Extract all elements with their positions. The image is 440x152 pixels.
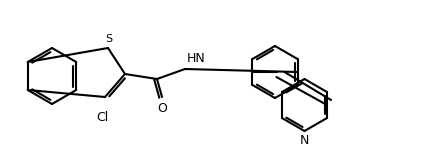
Text: Cl: Cl (96, 111, 108, 124)
Text: O: O (157, 102, 167, 115)
Text: S: S (106, 34, 113, 44)
Text: N: N (300, 134, 309, 147)
Text: HN: HN (187, 52, 206, 65)
